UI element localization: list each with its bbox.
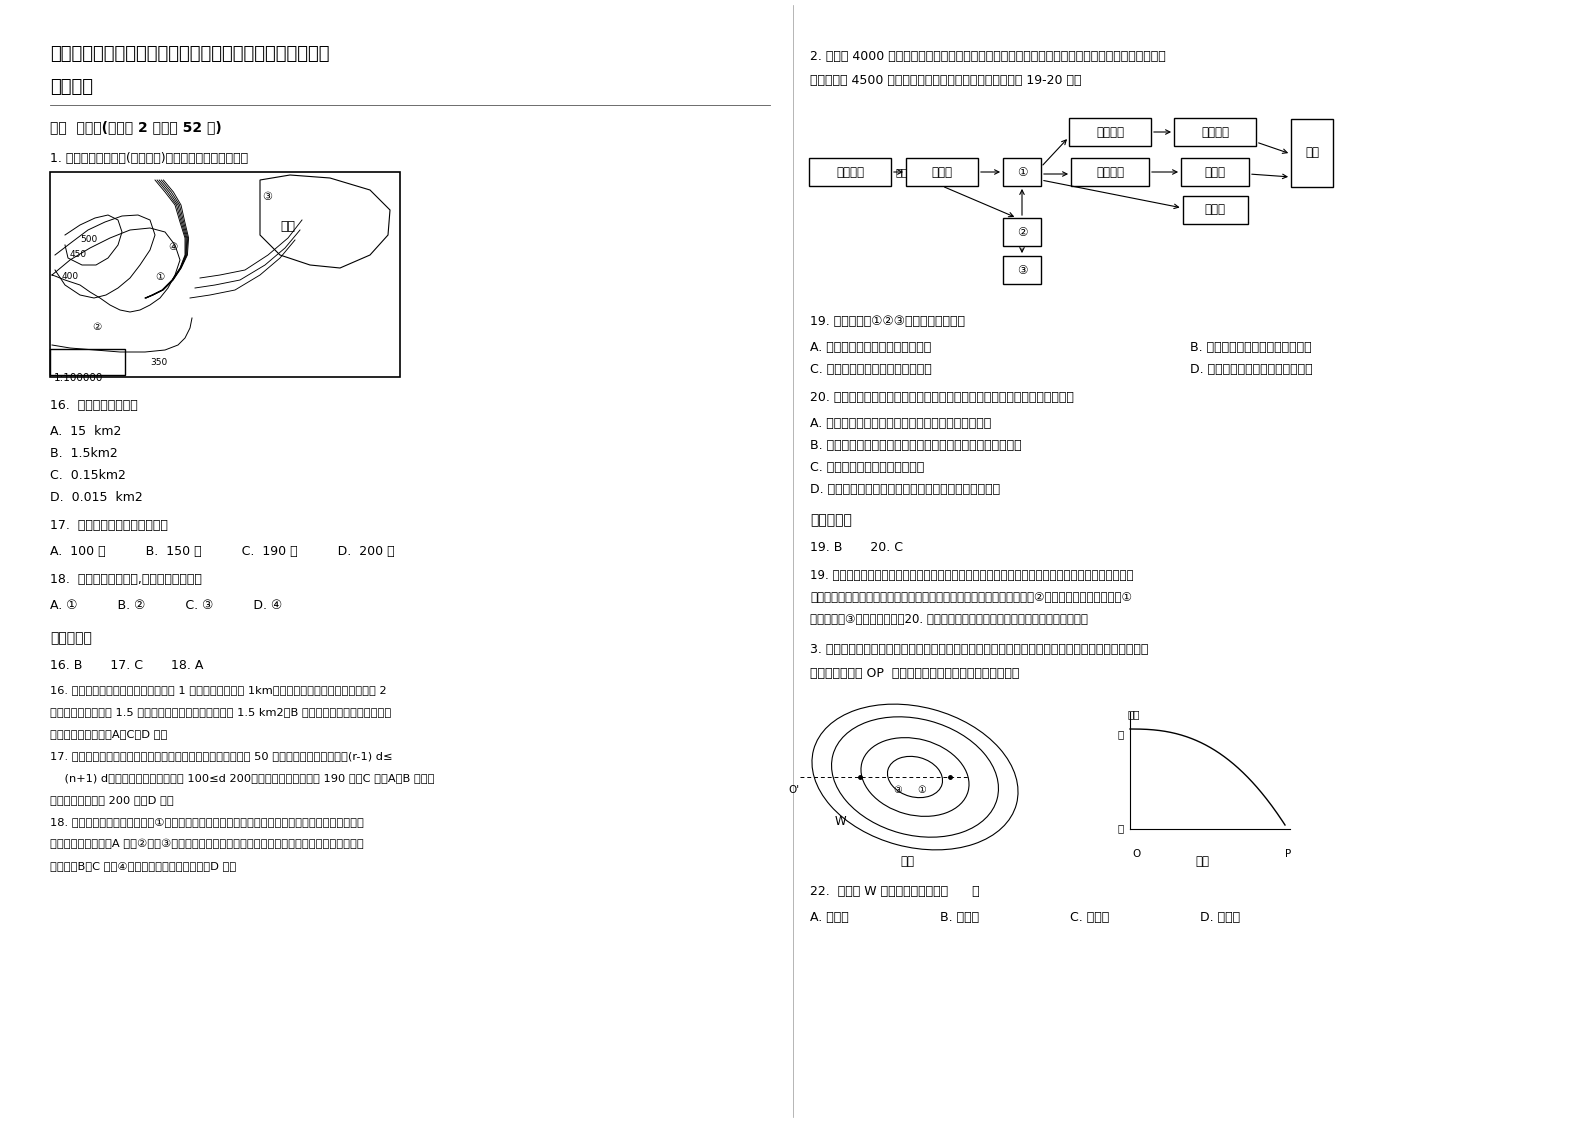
- Text: 18. 根据图中等高线凸出方向，①处是山谷，是集水线，等高线密集，容易发生洪水灾害或滑坡等灾: 18. 根据图中等高线凸出方向，①处是山谷，是集水线，等高线密集，容易发生洪水灾…: [51, 817, 363, 827]
- Text: 图甲: 图甲: [900, 855, 914, 868]
- Text: C. 土壤贫瘠，多冻土，土层浅薄: C. 土壤贫瘠，多冻土，土层浅薄: [809, 461, 924, 473]
- Text: 北京铁路分局铁路职工子弟第三中学高二地理下学期期末试: 北京铁路分局铁路职工子弟第三中学高二地理下学期期末试: [51, 45, 330, 63]
- Text: 宜露营，B、C 错。④处位于山顶上，也较适宜，D 错。: 宜露营，B、C 错。④处位于山顶上，也较适宜，D 错。: [51, 861, 236, 871]
- Text: 低: 低: [1117, 824, 1124, 833]
- Text: 2. 大约在 4000 万年前，青藏高原开始从海底隆升。经过漫长而缓慢地抬升，现在，青藏高原的平均: 2. 大约在 4000 万年前，青藏高原开始从海底隆升。经过漫长而缓慢地抬升，现…: [809, 50, 1166, 63]
- Text: P: P: [1285, 849, 1292, 859]
- Text: 350: 350: [151, 358, 167, 367]
- Bar: [1003, 256, 1041, 284]
- Text: 参考答案：: 参考答案：: [51, 631, 92, 645]
- Text: 17. 读图，陡崖处有三条等高线相交，图中等高距可以判断等距 50 米，根据陡崖高差公式，(r-1) d≤: 17. 读图，陡崖处有三条等高线相交，图中等高距可以判断等距 50 米，根据陡崖…: [51, 751, 392, 761]
- Text: A. 地壳隆升，海拔不断升高，气候逐渐变得寒冷干燥: A. 地壳隆升，海拔不断升高，气候逐渐变得寒冷干燥: [809, 417, 992, 430]
- Text: 小。高差不能等于 200 米，D 错。: 小。高差不能等于 200 米，D 错。: [51, 795, 173, 804]
- Text: ③: ③: [262, 192, 271, 202]
- Text: 1. 下图为某地等高线(单位：米)图。读图回答下面小题。: 1. 下图为某地等高线(单位：米)图。读图回答下面小题。: [51, 151, 248, 165]
- Text: 18.  若要安排露营活动,最不适宜的地点是: 18. 若要安排露营活动,最不适宜的地点是: [51, 573, 202, 586]
- Text: ①: ①: [156, 272, 163, 282]
- Bar: [51, 349, 125, 375]
- Bar: [51, 172, 400, 377]
- Text: ②: ②: [1017, 226, 1027, 239]
- Text: 海拔已超过 4500 米，形成了独特的自然景观。读图，回答 19-20 题。: 海拔已超过 4500 米，形成了独特的自然景观。读图，回答 19-20 题。: [809, 74, 1081, 88]
- Polygon shape: [260, 175, 390, 268]
- Bar: [1003, 158, 1041, 186]
- Text: C. 气温低、太阳辐射强、空气稀薄: C. 气温低、太阳辐射强、空气稀薄: [809, 364, 932, 376]
- Bar: [1070, 118, 1151, 146]
- Text: O: O: [1132, 849, 1139, 859]
- Text: D. 东北风: D. 东北风: [1200, 911, 1239, 925]
- Text: 水域: 水域: [279, 220, 295, 233]
- Text: ①: ①: [917, 785, 925, 795]
- Bar: [1182, 196, 1247, 224]
- Bar: [1003, 218, 1041, 246]
- Bar: [1174, 118, 1255, 146]
- Text: 害，最不适宜露营，A 对；②处、③处位于山脊处，等高线稀疏，坡度平缓，发生灾害可能性小，适: 害，最不适宜露营，A 对；②处、③处位于山脊处，等高线稀疏，坡度平缓，发生灾害可…: [51, 839, 363, 849]
- Text: 一、  选择题(每小题 2 分，共 52 分): 一、 选择题(每小题 2 分，共 52 分): [51, 120, 222, 134]
- Text: (n+1) d，可以计算出高差范围是 100≤d 200，所以最大高差可能是 190 米，C 对。A、B 数值太: (n+1) d，可以计算出高差范围是 100≤d 200，所以最大高差可能是 1…: [51, 773, 435, 783]
- Text: 16. B       17. C       18. A: 16. B 17. C 18. A: [51, 659, 203, 672]
- Text: 大河源头: 大河源头: [1097, 166, 1124, 178]
- Text: 3. 图甲实线为中纬度某地区近地面等压线分布示意图，且图示天气系统气流沿逆时针方向流动，图乙: 3. 图甲实线为中纬度某地区近地面等压线分布示意图，且图示天气系统气流沿逆时针方…: [809, 643, 1149, 656]
- Text: 高: 高: [1117, 729, 1124, 739]
- Text: 示意图甲中虚线 OP  一线气压变化情况。据此完成下列题。: 示意图甲中虚线 OP 一线气压变化情况。据此完成下列题。: [809, 666, 1019, 680]
- Text: 1:100000: 1:100000: [54, 373, 103, 383]
- Text: 太阳辐射的削弱作用小，因此，白天该地的太阳辐射较强。由此可推断出②对应的内容为空气稀薄，①: 太阳辐射的削弱作用小，因此，白天该地的太阳辐射较强。由此可推断出②对应的内容为空…: [809, 591, 1132, 604]
- Text: 降水稀少: 降水稀少: [1097, 126, 1124, 138]
- Text: O': O': [789, 785, 800, 795]
- Text: 气压: 气压: [1128, 709, 1141, 719]
- Text: A. 太阳辐射强、气温低、空气稀薄: A. 太阳辐射强、气温低、空气稀薄: [809, 341, 932, 355]
- Text: 厘米，该边上的高约 1.5 厘米，计算三角形的面积，约为 1.5 km2，B 对。其它三个数值差距太大，: 厘米，该边上的高约 1.5 厘米，计算三角形的面积，约为 1.5 km2，B 对…: [51, 707, 392, 717]
- Text: 16.  图中水域面积约为: 16. 图中水域面积约为: [51, 399, 138, 412]
- Text: 19. 图中方框内①②③对应的内容分别是: 19. 图中方框内①②③对应的内容分别是: [809, 315, 965, 328]
- Text: 参考答案：: 参考答案：: [809, 513, 852, 527]
- Text: W: W: [835, 815, 846, 828]
- Text: C. 东南风: C. 东南风: [1070, 911, 1109, 925]
- Text: A. ①          B. ②          C. ③          D. ④: A. ① B. ② C. ③ D. ④: [51, 599, 282, 611]
- Bar: [906, 158, 978, 186]
- Text: ③: ③: [1017, 264, 1027, 276]
- Text: ①: ①: [1017, 166, 1027, 178]
- Text: ③: ③: [893, 785, 901, 795]
- Text: B. 气温低、空气稀薄、太阳辐射强: B. 气温低、空气稀薄、太阳辐射强: [1190, 341, 1311, 355]
- Text: B.  1.5km2: B. 1.5km2: [51, 447, 117, 460]
- Text: 19. B       20. C: 19. B 20. C: [809, 541, 903, 554]
- Text: 多冰川: 多冰川: [1205, 166, 1225, 178]
- Text: 450: 450: [70, 250, 87, 259]
- Text: B. 高山终年积雪，冰川广布，丰富的冰雪融水为河流提供水源: B. 高山终年积雪，冰川广布，丰富的冰雪融水为河流提供水源: [809, 439, 1022, 452]
- Text: 19. 青藏高原地区海拔高直接导致该地气温低、空气稀薄。空气稀薄即空气中水分、杂质的含量小，对: 19. 青藏高原地区海拔高直接导致该地气温低、空气稀薄。空气稀薄即空气中水分、杂…: [809, 569, 1133, 582]
- Bar: [809, 158, 890, 186]
- Text: 题含解析: 题含解析: [51, 79, 94, 96]
- Text: D.  0.015  km2: D. 0.015 km2: [51, 491, 143, 504]
- Text: 草甸草原: 草甸草原: [1201, 126, 1228, 138]
- Text: 为气温低，③为太阳辐射强。20. 青藏高原生态系统较为脆弱，土层浅薄，土壤贫瘠。: 为气温低，③为太阳辐射强。20. 青藏高原生态系统较为脆弱，土层浅薄，土壤贫瘠。: [809, 613, 1087, 626]
- Text: 20. 从地理环境整体性的角度分析，下列现象与青藏高原地理环境不相符的是: 20. 从地理环境整体性的角度分析，下列现象与青藏高原地理环境不相符的是: [809, 390, 1074, 404]
- Text: D. 空气稀薄、太阳辐射强、气温低: D. 空气稀薄、太阳辐射强、气温低: [1190, 364, 1312, 376]
- Text: 22.  图甲中 W 地的风向最可能是（      ）: 22. 图甲中 W 地的风向最可能是（ ）: [809, 885, 979, 898]
- Text: A. 西北风: A. 西北风: [809, 911, 849, 925]
- Text: ②: ②: [92, 322, 102, 332]
- Bar: [1181, 158, 1249, 186]
- Text: 500: 500: [79, 234, 97, 243]
- Bar: [1071, 158, 1149, 186]
- Text: 牦牛: 牦牛: [1305, 147, 1319, 159]
- Text: 17.  图中陡崖的最大高差可能是: 17. 图中陡崖的最大高差可能是: [51, 519, 168, 532]
- Text: 400: 400: [62, 272, 79, 280]
- Text: 16. 读图，根据图中比例尺可知，图上 1 厘米代表实际距离 1km，图中水域似三角形，右侧边长约 2: 16. 读图，根据图中比例尺可知，图上 1 厘米代表实际距离 1km，图中水域似…: [51, 686, 387, 695]
- Bar: [1290, 119, 1333, 187]
- Text: C.  0.15km2: C. 0.15km2: [51, 469, 125, 482]
- Text: 青藏高原: 青藏高原: [836, 166, 863, 178]
- Text: 隆升: 隆升: [895, 167, 908, 177]
- Text: B. 西南风: B. 西南风: [940, 911, 979, 925]
- Text: A.  100 米          B.  150 米          C.  190 米          D.  200 米: A. 100 米 B. 150 米 C. 190 米 D. 200 米: [51, 545, 395, 558]
- Text: 多冻土: 多冻土: [1205, 203, 1225, 217]
- Text: 地势高: 地势高: [932, 166, 952, 178]
- Text: 不能有这么大误差。A、C、D 错。: 不能有这么大误差。A、C、D 错。: [51, 729, 167, 739]
- Text: 图乙: 图乙: [1195, 855, 1209, 868]
- Text: D. 植被为高山草甸草原，动物以能抵御寒冷的牦牛为主: D. 植被为高山草甸草原，动物以能抵御寒冷的牦牛为主: [809, 482, 1000, 496]
- Text: ④: ④: [168, 242, 178, 252]
- Text: A.  15  km2: A. 15 km2: [51, 425, 121, 438]
